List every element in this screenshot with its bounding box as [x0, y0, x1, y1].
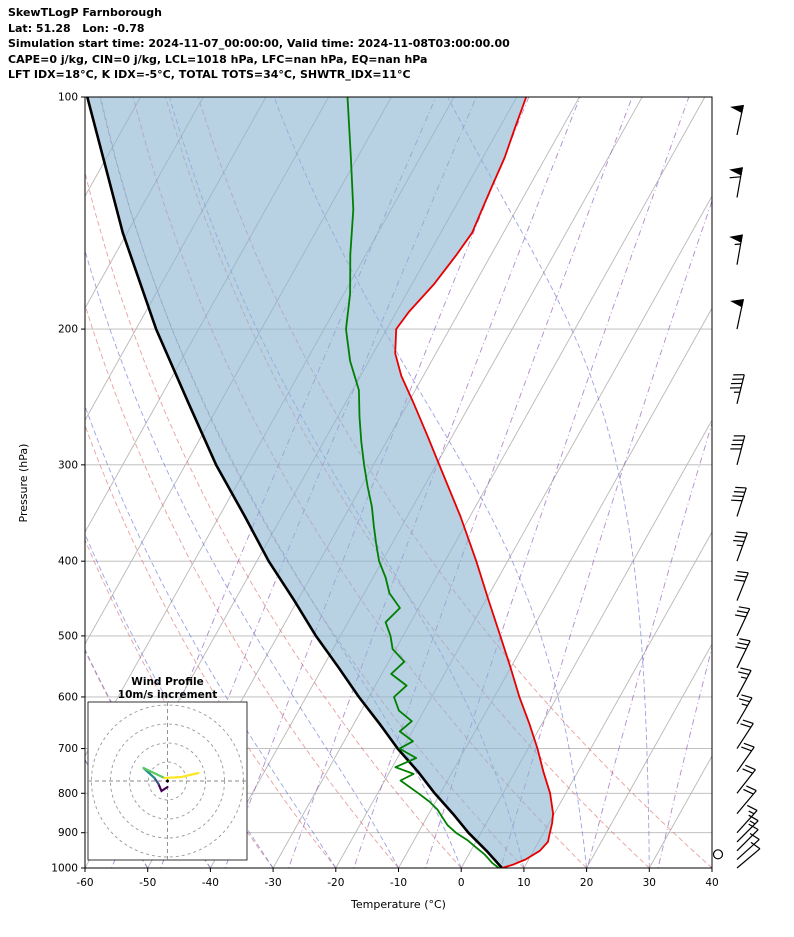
temperature-tick-label: -50 — [139, 877, 156, 889]
wind-barb-icon — [730, 298, 744, 330]
temperature-tick-label: 20 — [580, 877, 593, 889]
cin-shaded-area — [87, 97, 554, 868]
wind-barb-icon — [729, 374, 745, 404]
temperature-tick-label: 30 — [643, 877, 656, 889]
y-axis-title: Pressure (hPa) — [17, 444, 30, 523]
pressure-tick-label: 400 — [58, 556, 78, 568]
pressure-tick-label: 500 — [58, 630, 78, 642]
wind-barb-icon — [730, 435, 746, 466]
wind-barb-icon — [734, 606, 751, 637]
wind-barb-icon — [729, 167, 743, 198]
pressure-tick-label: 800 — [58, 788, 78, 800]
x-axis-title: Temperature (°C) — [350, 898, 446, 911]
wind-barb-icon — [736, 804, 758, 834]
hodograph-origin-dot — [166, 779, 169, 783]
wind-barb-icon — [736, 823, 759, 852]
hodograph-trace-segment — [153, 776, 160, 786]
dewpoint-line — [345, 97, 500, 868]
page-title: SkewTLogP Farnborough — [8, 6, 162, 19]
temperature-tick-label: -40 — [202, 877, 219, 889]
pressure-tick-label: 900 — [58, 827, 78, 839]
hodograph-subtitle: 10m/s increment — [118, 689, 217, 701]
wind-barb-icon — [736, 832, 760, 860]
indices-line-1: CAPE=0 j/kg, CIN=0 j/kg, LCL=1018 hPa, L… — [8, 52, 428, 66]
temperature-tick-label: 40 — [705, 877, 718, 889]
temperature-tick-label: 0 — [458, 877, 465, 889]
wind-barb-icon — [733, 531, 748, 562]
hodograph-trace-segment — [157, 782, 169, 793]
hodograph-title: Wind Profile — [131, 676, 203, 688]
pressure-tick-label: 700 — [58, 743, 78, 755]
wind-barb-icon — [731, 486, 747, 517]
time-line: Simulation start time: 2024-11-07_00:00:… — [8, 37, 510, 50]
temperature-tick-label: 10 — [517, 877, 530, 889]
wind-barb-icon — [736, 719, 754, 749]
hodograph-ring — [148, 761, 187, 801]
hodograph-ring — [91, 704, 244, 858]
wind-barb-icon — [736, 764, 756, 794]
parcel-profile-line — [86, 97, 503, 868]
temperature-tick-label: -60 — [76, 877, 93, 889]
wind-barb-icon — [736, 785, 757, 814]
wind-barb-icon — [736, 841, 761, 869]
indices-line-2: LFT IDX=18°C, K IDX=-5°C, TOTAL TOTS=34°… — [8, 68, 411, 81]
location-line: Lat: 51.28 Lon: -0.78 — [8, 21, 145, 35]
hodograph-trace-segment — [142, 766, 166, 780]
wind-barb-icon — [729, 234, 743, 265]
wind-barb-icon — [730, 104, 744, 136]
temperature-tick-label: -10 — [390, 877, 407, 889]
hodograph-ring — [110, 723, 225, 839]
wind-barb-icon — [736, 667, 752, 698]
wind-barb-icon — [735, 638, 751, 669]
hodograph-ring — [129, 742, 206, 820]
pressure-tick-label: 200 — [58, 324, 78, 336]
temperature-tick-label: -30 — [265, 877, 282, 889]
wind-barb-icon — [733, 570, 749, 601]
temperature-tick-label: -20 — [327, 877, 344, 889]
wind-barb-icon — [736, 814, 759, 843]
calm-wind-icon — [712, 849, 724, 860]
wind-barb-column — [712, 104, 761, 869]
pressure-tick-label: 1000 — [51, 863, 78, 875]
wind-barb-icon — [736, 694, 753, 725]
temperature-line — [394, 97, 554, 868]
figure-header: SkewTLogP Farnborough Lat: 51.28 Lon: -0… — [8, 5, 510, 83]
pressure-tick-label: 300 — [58, 459, 78, 471]
hodograph-trace-segment — [163, 771, 200, 780]
wind-barb-icon — [736, 742, 755, 773]
pressure-tick-label: 100 — [58, 92, 78, 104]
pressure-tick-label: 600 — [58, 691, 78, 703]
